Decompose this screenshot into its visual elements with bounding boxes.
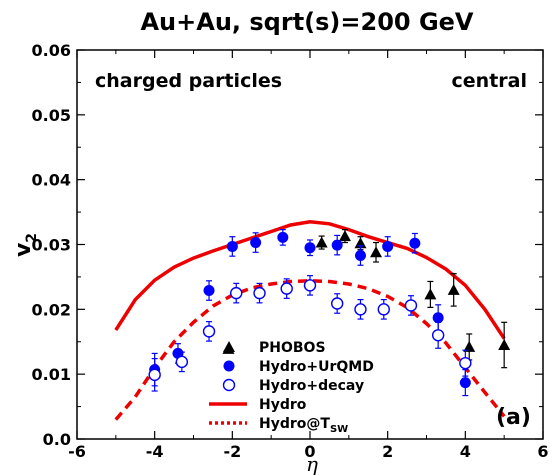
data-point-phobos xyxy=(315,236,328,248)
data-point-hydro-urqmd xyxy=(203,285,215,297)
y-tick-label: 0.01 xyxy=(32,365,71,384)
y-tick-label: 0.04 xyxy=(32,171,71,190)
data-point-hydro-decay xyxy=(404,299,418,312)
data-point-hydro-decay xyxy=(280,282,293,295)
x-tick-label: 4 xyxy=(460,442,471,461)
legend-key-hydro-urqmd xyxy=(223,360,235,372)
data-point-hydro-urqmd xyxy=(277,231,289,243)
y-tick-label: 0.02 xyxy=(32,300,71,319)
legend: PHOBOS Hydro+UrQMD Hydro+decay Hydro Hydro@T… xyxy=(209,340,374,435)
axis-ticks: -6 -4 -2 0 2 4 6 0.0 0.01 0.02 0.03 0.04 0.05 0.06 xyxy=(32,41,549,461)
chart-title: Au+Au, sqrt(s)=200 GeV xyxy=(140,8,473,36)
data-point-hydro-urqmd xyxy=(382,240,394,252)
x-tick-label: -4 xyxy=(146,442,164,461)
legend-label: Hydro+decay xyxy=(259,378,364,394)
data-point-hydro-decay xyxy=(431,329,445,342)
x-axis-label: η xyxy=(306,452,318,475)
data-point-phobos xyxy=(424,288,437,300)
data-point-hydro-decay xyxy=(303,279,317,292)
data-point-hydro-urqmd xyxy=(354,250,366,262)
data-point-hydro-urqmd xyxy=(459,377,471,389)
data-point-hydro-urqmd xyxy=(409,237,421,249)
data-point-phobos xyxy=(498,338,511,350)
data-point-hydro-urqmd xyxy=(226,240,238,252)
data-point-phobos xyxy=(370,246,383,258)
annotation-central: central xyxy=(452,70,527,92)
y-tick-label: 0.05 xyxy=(32,106,71,125)
data-point-hydro-decay xyxy=(354,303,367,316)
y-tick-label: 0.0 xyxy=(43,430,71,449)
y-tick-label: 0.06 xyxy=(32,41,71,60)
data-point-hydro-urqmd xyxy=(304,242,316,254)
legend-key-hydro-decay xyxy=(222,378,236,392)
data-point-hydro-decay xyxy=(202,325,216,338)
legend-label: Hydro xyxy=(259,397,307,413)
data-point-phobos xyxy=(447,283,460,295)
series-line-hydro xyxy=(114,220,506,340)
data-point-hydro-urqmd xyxy=(331,239,343,251)
data-point-hydro-decay xyxy=(230,286,243,300)
x-tick-label: 0 xyxy=(304,442,315,461)
data-point-phobos xyxy=(338,230,351,242)
legend-key-phobos xyxy=(223,341,235,352)
x-tick-label: -6 xyxy=(68,442,86,461)
x-tick-label: -2 xyxy=(223,442,241,461)
data-point-hydro-urqmd xyxy=(432,312,444,324)
x-tick-label: 6 xyxy=(537,442,548,461)
x-tick-label: 2 xyxy=(382,442,393,461)
data-point-hydro-decay xyxy=(459,356,472,370)
data-point-hydro-decay xyxy=(175,355,189,369)
data-point-hydro-decay xyxy=(253,286,266,300)
data-point-hydro-decay xyxy=(148,368,161,382)
data-point-hydro-urqmd xyxy=(250,237,262,249)
data-point-phobos xyxy=(463,340,476,352)
panel-label: (a) xyxy=(496,405,531,430)
data-layer xyxy=(114,220,511,421)
y-axis-label: v2 xyxy=(11,233,40,257)
data-point-hydro-decay xyxy=(377,303,390,316)
legend-label: Hydro+UrQMD xyxy=(259,359,374,375)
annotation-charged-particles: charged particles xyxy=(95,70,282,92)
legend-label: PHOBOS xyxy=(259,340,326,356)
data-point-hydro-decay xyxy=(330,297,344,310)
legend-label: Hydro@TSW xyxy=(259,416,348,435)
y-tick-label: 0.03 xyxy=(32,236,71,255)
